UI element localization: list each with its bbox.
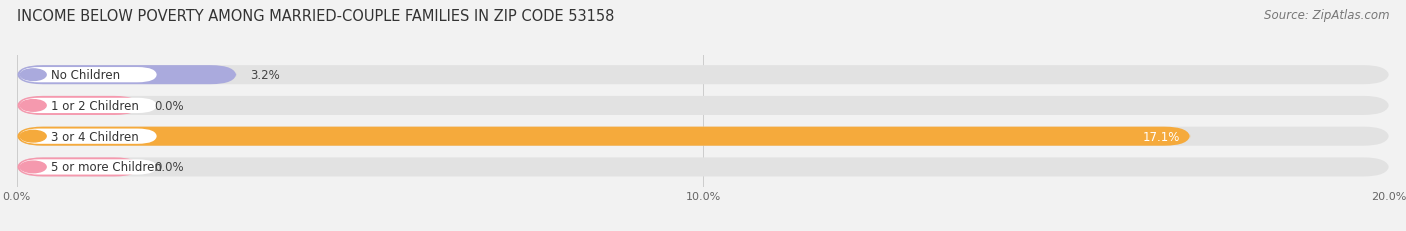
FancyBboxPatch shape bbox=[17, 127, 1389, 146]
Circle shape bbox=[20, 131, 46, 142]
Circle shape bbox=[20, 161, 46, 173]
Text: 0.0%: 0.0% bbox=[155, 161, 184, 174]
Circle shape bbox=[20, 70, 46, 81]
FancyBboxPatch shape bbox=[17, 66, 236, 85]
Text: 1 or 2 Children: 1 or 2 Children bbox=[51, 100, 139, 112]
FancyBboxPatch shape bbox=[17, 158, 141, 177]
Text: 0.0%: 0.0% bbox=[155, 100, 184, 112]
Text: 17.1%: 17.1% bbox=[1143, 130, 1180, 143]
FancyBboxPatch shape bbox=[17, 158, 1389, 177]
FancyBboxPatch shape bbox=[17, 66, 1389, 85]
FancyBboxPatch shape bbox=[20, 68, 157, 83]
Text: Source: ZipAtlas.com: Source: ZipAtlas.com bbox=[1264, 9, 1389, 22]
FancyBboxPatch shape bbox=[20, 129, 157, 144]
FancyBboxPatch shape bbox=[17, 97, 141, 116]
FancyBboxPatch shape bbox=[20, 98, 157, 114]
Text: 3 or 4 Children: 3 or 4 Children bbox=[51, 130, 139, 143]
Text: No Children: No Children bbox=[51, 69, 120, 82]
FancyBboxPatch shape bbox=[17, 127, 1189, 146]
Text: INCOME BELOW POVERTY AMONG MARRIED-COUPLE FAMILIES IN ZIP CODE 53158: INCOME BELOW POVERTY AMONG MARRIED-COUPL… bbox=[17, 9, 614, 24]
Text: 3.2%: 3.2% bbox=[250, 69, 280, 82]
FancyBboxPatch shape bbox=[20, 160, 157, 175]
Circle shape bbox=[20, 100, 46, 112]
FancyBboxPatch shape bbox=[17, 97, 1389, 116]
Text: 5 or more Children: 5 or more Children bbox=[51, 161, 162, 174]
